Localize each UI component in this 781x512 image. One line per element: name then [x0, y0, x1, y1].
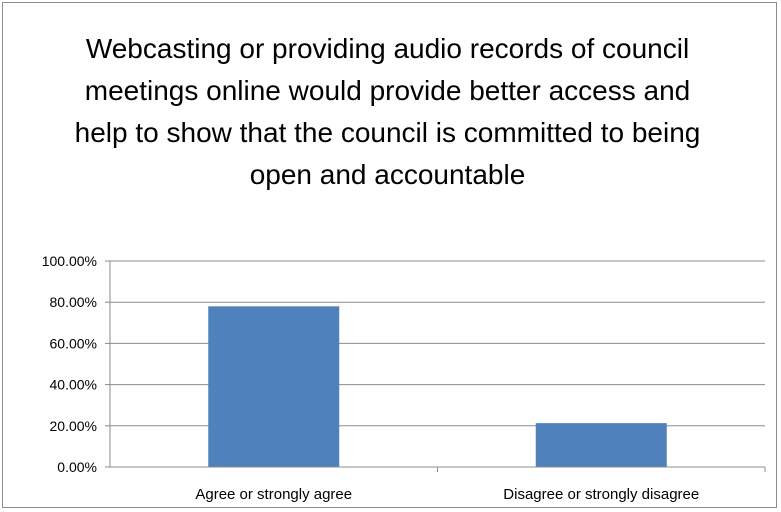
x-axis	[109, 261, 766, 472]
x-axis-labels: Agree or strongly agree Disagree or stron…	[195, 486, 699, 503]
y-tick-label: 60.00%	[50, 335, 97, 351]
y-axis-ticks: 0.00% 20.00% 40.00% 60.00% 80.00% 100.00%	[42, 253, 110, 475]
chart-title: Webcasting or providing audio records of…	[74, 33, 701, 190]
y-tick-label: 80.00%	[50, 294, 97, 310]
y-tick-label: 0.00%	[57, 459, 97, 475]
x-category-label: Agree or strongly agree	[195, 486, 352, 503]
y-tick-label: 40.00%	[50, 377, 97, 393]
bars	[208, 306, 667, 467]
bar	[208, 306, 340, 467]
y-tick-label: 100.00%	[42, 253, 97, 269]
x-category-label: Disagree or strongly disagree	[503, 486, 699, 503]
y-tick-label: 20.00%	[50, 418, 97, 434]
bar	[535, 423, 667, 467]
